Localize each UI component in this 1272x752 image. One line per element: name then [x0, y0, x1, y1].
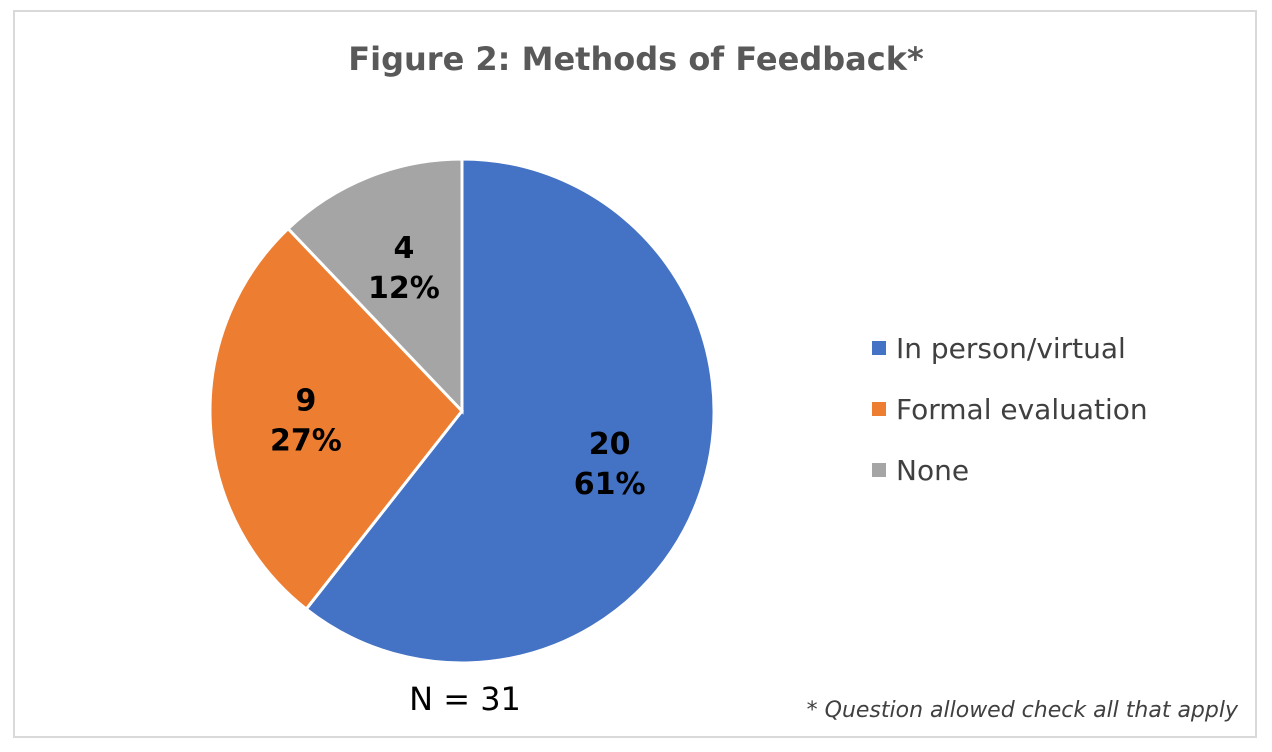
legend-label-in-person-virtual: In person/virtual [896, 331, 1126, 365]
legend-item-formal-evaluation: Formal evaluation [872, 391, 1148, 427]
legend-item-in-person-virtual: In person/virtual [872, 330, 1148, 366]
legend-swatch-in-person-virtual [872, 341, 886, 355]
chart-legend: In person/virtual Formal evaluation None [872, 330, 1148, 488]
slice-value-label-none: 4 [393, 231, 414, 266]
legend-swatch-none [872, 463, 886, 477]
legend-label-formal-evaluation: Formal evaluation [896, 392, 1148, 426]
legend-label-none: None [896, 453, 970, 487]
legend-swatch-formal-evaluation [872, 402, 886, 416]
slice-percent-label-none: 12% [368, 271, 440, 306]
chart-title: Figure 2: Methods of Feedback* [348, 40, 924, 78]
slice-value-label-in-person-virtual: 20 [589, 427, 631, 462]
sample-size-label: N = 31 [409, 680, 521, 718]
pie-slice-formal-evaluation [208, 226, 464, 612]
slice-percent-label-in-person-virtual: 61% [574, 467, 646, 502]
pie-slice-none [285, 157, 464, 415]
legend-item-none: None [872, 452, 1148, 488]
slice-value-label-formal-evaluation: 9 [295, 383, 316, 418]
slice-percent-label-formal-evaluation: 27% [270, 423, 342, 458]
chart-footnote: * Question allowed check all that apply [806, 698, 1238, 723]
pie-slice-in-person-virtual [304, 157, 716, 665]
